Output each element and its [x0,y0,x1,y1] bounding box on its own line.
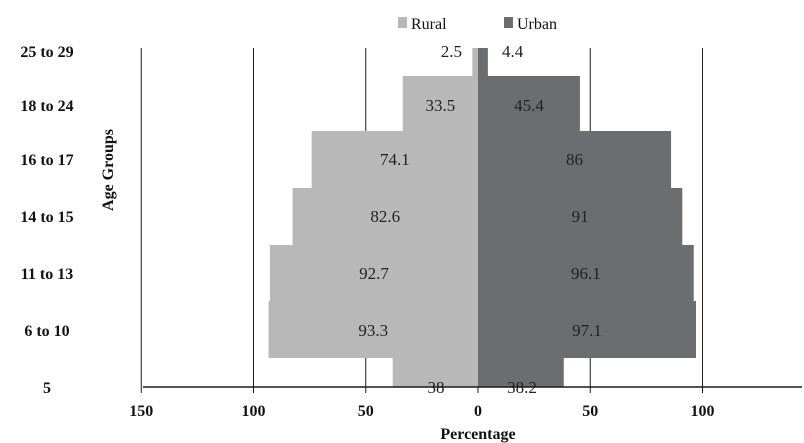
x-tick-label: 100 [242,403,266,420]
y-axis-title: Age Groups [100,129,117,211]
bar-rural-18-to-24 [402,76,478,131]
data-label-rural-11-to-13: 92.7 [359,264,389,283]
data-label-urban-16-to-17: 86 [566,150,583,169]
category-label-16-to-17: 16 to 17 [20,152,73,169]
legend-label-rural: Rural [411,16,447,33]
legend: Rural Urban [398,16,557,33]
bar-urban-25-to-29 [478,48,488,76]
bar-layer [268,48,696,387]
bar-rural-6-to-10 [268,301,478,358]
legend-label-urban: Urban [517,16,557,33]
data-label-urban-11-to-13: 96.1 [571,264,601,283]
bar-rural-16-to-17 [311,131,478,188]
bar-urban-18-to-24 [478,76,580,131]
bar-rural-25-to-29 [472,48,478,76]
data-label-urban-6-to-10: 97.1 [572,321,602,340]
data-label-rural-25-to-29: 2.5 [441,42,462,61]
data-label-layer: 2.533.574.182.692.793.3384.445.4869196.1… [358,42,601,397]
x-tick-label: 50 [582,403,598,420]
data-label-urban-14-to-15: 91 [572,207,589,226]
bar-urban-14-to-15 [478,188,683,245]
legend-swatch-urban [504,17,513,28]
bar-urban-5 [478,358,564,387]
x-axis-title: Percentage [440,426,515,443]
data-label-rural-18-to-24: 33.5 [426,96,456,115]
bar-urban-11-to-13 [478,245,694,301]
x-tick-label: 50 [358,403,374,420]
bar-urban-6-to-10 [478,301,696,358]
data-label-rural-16-to-17: 74.1 [380,150,410,169]
category-label-5: 5 [43,380,51,397]
data-label-rural-14-to-15: 82.6 [370,207,400,226]
category-label-6-to-10: 6 to 10 [24,323,69,340]
bar-rural-14-to-15 [292,188,478,245]
category-label-18-to-24: 18 to 24 [20,98,73,115]
data-label-urban-25-to-29: 4.4 [502,42,524,61]
category-label-14-to-15: 14 to 15 [20,209,73,226]
bar-rural-5 [392,358,478,387]
category-label-25-to-29: 25 to 29 [20,44,73,61]
data-label-rural-6-to-10: 93.3 [358,321,388,340]
category-label-11-to-13: 11 to 13 [21,266,73,283]
bar-urban-16-to-17 [478,131,672,188]
x-tick-label: 100 [691,403,715,420]
data-label-urban-18-to-24: 45.4 [514,96,544,115]
x-tick-label: 150 [129,403,153,420]
bar-rural-11-to-13 [269,245,478,301]
axis-layer: 150 100 50 0 50 100 25 to 29 18 to 24 16 to 17 14… [20,44,802,420]
legend-swatch-rural [398,17,407,28]
x-tick-label: 0 [474,403,482,420]
